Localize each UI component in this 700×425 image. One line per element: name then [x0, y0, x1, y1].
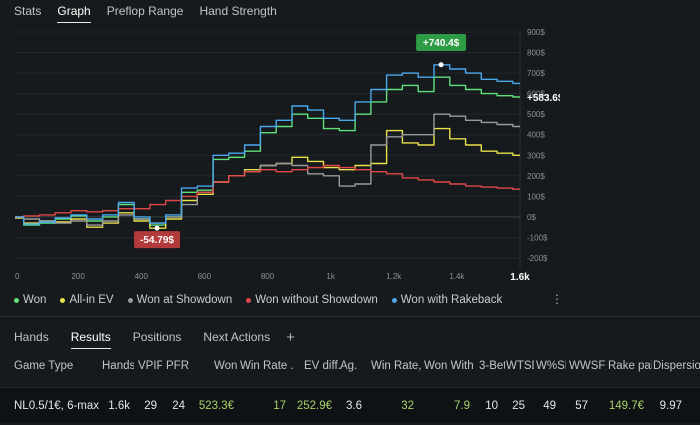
- y-tick-label: 300$: [527, 151, 545, 160]
- y-tick-label: 400$: [527, 131, 545, 140]
- cell-wtsd: 25: [512, 400, 525, 412]
- x-tick-label: 1.2k: [386, 272, 402, 281]
- tab-results[interactable]: Results: [63, 327, 119, 349]
- cell-ev-diff: 252.9€: [296, 400, 332, 412]
- tab-hands[interactable]: Hands: [14, 330, 49, 344]
- results-graph: 900$ 800$ 700$ 600$ 500$ 400$ 300$ 200$ 100$ 0$ -1…: [0, 24, 560, 290]
- column-header-pfr[interactable]: PFR: [166, 360, 189, 372]
- cell-wwsf: 57: [575, 400, 588, 412]
- y-tick-label: 500$: [527, 110, 545, 119]
- table-row[interactable]: NL0.5/1€, 6-max 1.6k 29 24 523.3€ 17 252…: [0, 387, 700, 423]
- x-tick-label: 0: [15, 272, 20, 281]
- cell-ag: 3.6: [346, 400, 362, 412]
- legend-label: All-in EV: [69, 294, 114, 306]
- series-line-won-at-showdown: [15, 113, 520, 226]
- tab-positions[interactable]: Positions: [132, 330, 182, 344]
- legend-swatch-all-in-ev: [60, 297, 66, 303]
- y-tick-label: -200$: [527, 254, 548, 263]
- trough-callout-label: -54.79$: [140, 235, 174, 246]
- x-tick-label: 1k: [326, 272, 335, 281]
- top-tab-bar: Stats Graph Preflop Range Hand Strength: [0, 0, 700, 24]
- column-header-ev-diff[interactable]: EV diff.: [304, 360, 340, 372]
- y-tick-label: 200$: [527, 172, 545, 181]
- column-header-w-sd[interactable]: W%SD: [536, 360, 566, 372]
- column-header-won-with[interactable]: Won With...: [424, 360, 474, 372]
- y-tick-label: 100$: [527, 192, 545, 201]
- x-tick-label: 200: [71, 272, 85, 281]
- bottom-tab-bar: Hands Results Positions Next Actions +: [0, 327, 303, 349]
- legend-swatch-won-at-showdown: [127, 297, 133, 303]
- cell-won-with: 7.9: [454, 400, 470, 412]
- cell-win-rate: 17: [273, 400, 286, 412]
- legend-swatch-won: [14, 297, 19, 303]
- y-tick-label: 900$: [527, 28, 545, 37]
- y-tick-label: 0$: [527, 213, 536, 222]
- x-tick-label: 1.6k: [510, 272, 530, 283]
- column-header-3-bet[interactable]: 3-Bet: [479, 360, 505, 372]
- tab-graph[interactable]: Graph: [49, 0, 98, 24]
- x-tick-label: 1.4k: [449, 272, 465, 281]
- column-header-hands[interactable]: Hands: [102, 360, 134, 372]
- cell-rake-paid: 149.7€: [608, 400, 644, 412]
- legend-item-won[interactable]: Won: [14, 294, 46, 306]
- column-header-wwsf[interactable]: WWSF%: [569, 360, 605, 372]
- peak-callout-box: [416, 34, 467, 51]
- current-value-label: +583.6$: [527, 93, 560, 104]
- table-header-row: Game Type Hands VPIP PFR Won Win Rate ..…: [0, 355, 700, 379]
- results-table: Game Type Hands VPIP PFR Won Win Rate ..…: [0, 355, 700, 423]
- column-header-ag[interactable]: Ag.: [340, 360, 358, 372]
- legend-swatch-won-with-rakeback: [391, 297, 397, 303]
- legend-label: Won without Showdown: [255, 294, 378, 306]
- legend-item-all-in-ev[interactable]: All-in EV: [60, 294, 114, 306]
- series-line-won-with-rakeback: [15, 64, 520, 225]
- peak-callout-label: +740.4$: [423, 38, 460, 49]
- column-header-wtsd[interactable]: WTSD: [506, 360, 534, 372]
- legend-swatch-won-without-showdown: [246, 297, 252, 303]
- chart-legend: Won All-in EV Won at Showdown Won withou…: [14, 291, 502, 309]
- y-tick-label: 600$: [527, 90, 545, 99]
- legend-item-won-with-rakeback[interactable]: Won with Rakeback: [391, 294, 503, 306]
- peak-point: [438, 62, 444, 68]
- series-line-won-without-showdown: [15, 164, 520, 218]
- cell-pfr: 24: [172, 400, 185, 412]
- cell-game-type: NL0.5/1€, 6-max: [14, 400, 100, 412]
- add-tab-button[interactable]: +: [286, 329, 295, 346]
- y-tick-label: 800$: [527, 49, 545, 58]
- cell-won: 523.3€: [198, 400, 234, 412]
- x-tick-label: 800: [261, 272, 275, 281]
- trough-point: [154, 225, 160, 231]
- tab-preflop-range[interactable]: Preflop Range: [106, 4, 184, 18]
- legend-label: Won: [23, 294, 47, 306]
- legend-item-won-at-showdown[interactable]: Won at Showdown: [127, 294, 233, 306]
- legend-item-won-without-showdown[interactable]: Won without Showdown: [246, 294, 378, 306]
- tab-next-actions[interactable]: Next Actions: [203, 330, 271, 344]
- cell-win-rate-2: 32: [401, 400, 414, 412]
- more-vertical-icon[interactable]: ⋮: [551, 292, 563, 306]
- column-header-won[interactable]: Won: [214, 360, 238, 372]
- x-tick-label: 400: [135, 272, 149, 281]
- tab-stats[interactable]: Stats: [14, 4, 42, 18]
- column-header-win-rate[interactable]: Win Rate ...: [240, 360, 294, 372]
- column-header-dispersion[interactable]: Dispersio...: [653, 360, 700, 372]
- cell-dispersion: 9.97: [659, 400, 682, 412]
- legend-label: Won at Showdown: [136, 294, 233, 306]
- cell-vpip: 29: [144, 400, 157, 412]
- series-line-won: [15, 76, 520, 226]
- x-tick-label: 600: [198, 272, 212, 281]
- column-header-win-rate-2[interactable]: Win Rate, ...: [371, 360, 421, 372]
- column-header-game-type[interactable]: Game Type: [14, 360, 74, 372]
- cell-3-bet: 10: [485, 400, 498, 412]
- y-tick-label: -100$: [527, 233, 548, 242]
- trough-callout-box: [134, 231, 181, 249]
- cell-w-sd: 49: [543, 400, 556, 412]
- legend-label: Won with Rakeback: [400, 294, 503, 306]
- column-header-rake-paid[interactable]: Rake paid: [608, 360, 652, 372]
- cell-hands: 1.6k: [108, 400, 130, 412]
- section-divider: [0, 316, 700, 317]
- series-line-all-in-ev: [15, 127, 520, 229]
- column-header-vpip[interactable]: VPIP: [138, 360, 162, 372]
- results-line-chart: 900$ 800$ 700$ 600$ 500$ 400$ 300$ 200$ 100$ 0$ -1…: [15, 28, 560, 283]
- tab-hand-strength[interactable]: Hand Strength: [199, 4, 277, 18]
- y-tick-label: 700$: [527, 69, 545, 78]
